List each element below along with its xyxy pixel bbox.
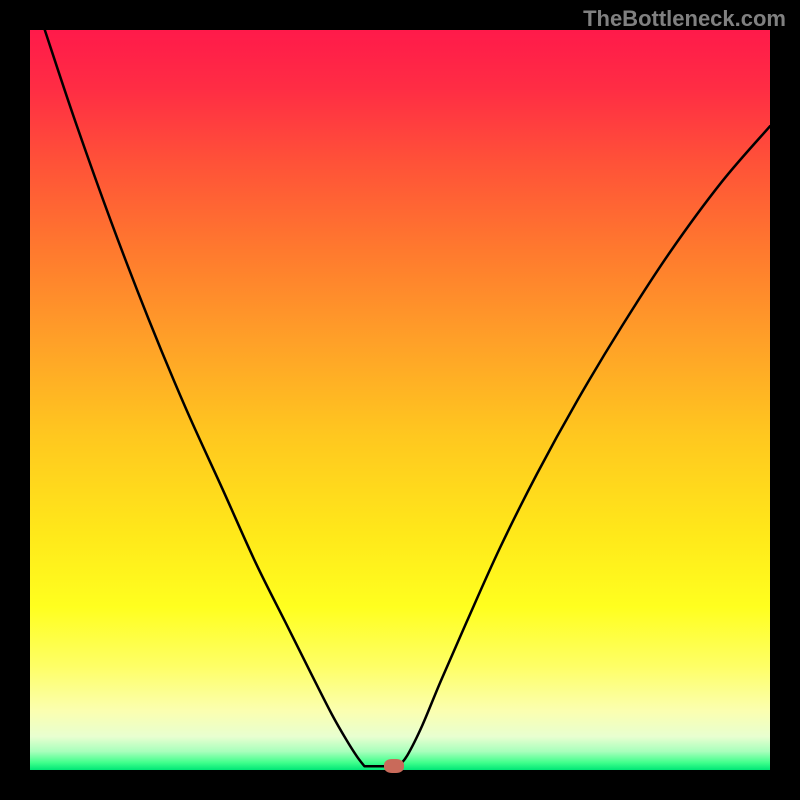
optimum-marker bbox=[384, 759, 404, 773]
bottleneck-curve bbox=[30, 30, 770, 770]
plot-area bbox=[30, 30, 770, 770]
watermark-text: TheBottleneck.com bbox=[583, 6, 786, 32]
